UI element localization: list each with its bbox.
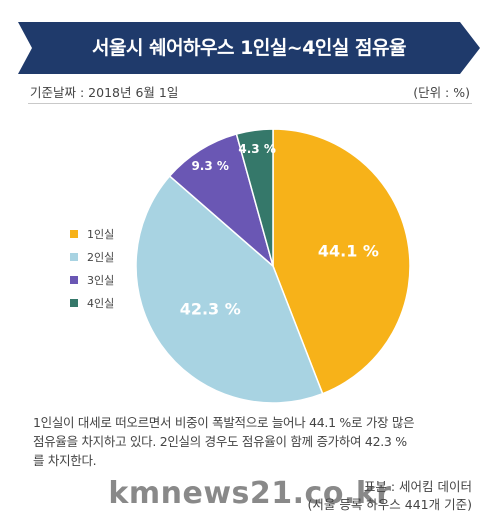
description: 1인실이 대세로 떠오르면서 비중이 폭발적으로 늘어나 44.1 %로 가장 … [33,413,473,470]
pie-slice-2 [135,174,324,404]
legend-swatch [70,275,78,284]
data-label-3: 9.3 % [191,159,228,173]
divider [28,103,472,104]
legend-label: 4인실 [87,296,115,310]
unit-label: (단위 : %) [413,85,470,100]
banner-shape [18,22,480,74]
data-label-2: 42.3 % [180,300,241,319]
pie-slice-1 [272,128,411,395]
data-label-4: 4.3 % [238,142,275,156]
source-line: (서울 등록 하우스 441개 기준) [307,497,472,512]
legend-label: 2인실 [87,250,115,264]
pie-chart: 44.1 % 42.3 % 9.3 % 4.3 % [135,128,411,404]
source: 표본 : 세어킴 데이터 (서울 등록 하우스 441개 기준) [307,478,472,514]
source-line: 표본 : 세어킴 데이터 [363,479,472,494]
legend-label: 1인실 [87,227,115,241]
chart-title: 서울시 쉐어하우스 1인실~4인실 점유율 [92,37,406,59]
legend-item-1: 1인실 [70,222,114,245]
description-line: 를 차지한다. [33,453,97,468]
watermark: kmnews21.co.kr [108,476,392,511]
legend-label: 3인실 [87,273,115,287]
description-line: 1인실이 대세로 떠오르면서 비중이 폭발적으로 늘어나 44.1 %로 가장 … [33,415,415,430]
pie-slice-3 [168,133,275,269]
pie-slice-4 [235,128,274,267]
legend: 1인실 2인실 3인실 4인실 [70,222,114,314]
title-banner: 서울시 쉐어하우스 1인실~4인실 점유율 [18,22,480,74]
legend-item-4: 4인실 [70,291,114,314]
legend-item-2: 2인실 [70,245,114,268]
legend-swatch [70,229,78,238]
legend-item-3: 3인실 [70,268,114,291]
meta-row: 기준날짜 : 2018년 6월 1일 (단위 : %) [30,82,470,101]
data-label-1: 44.1 % [318,241,379,260]
description-line: 점유율을 차지하고 있다. 2인실의 경우도 점유율이 함께 증가하여 42.3… [33,434,407,449]
date-label: 기준날짜 : 2018년 6월 1일 [30,85,179,100]
legend-swatch [70,298,78,307]
legend-swatch [70,252,78,261]
